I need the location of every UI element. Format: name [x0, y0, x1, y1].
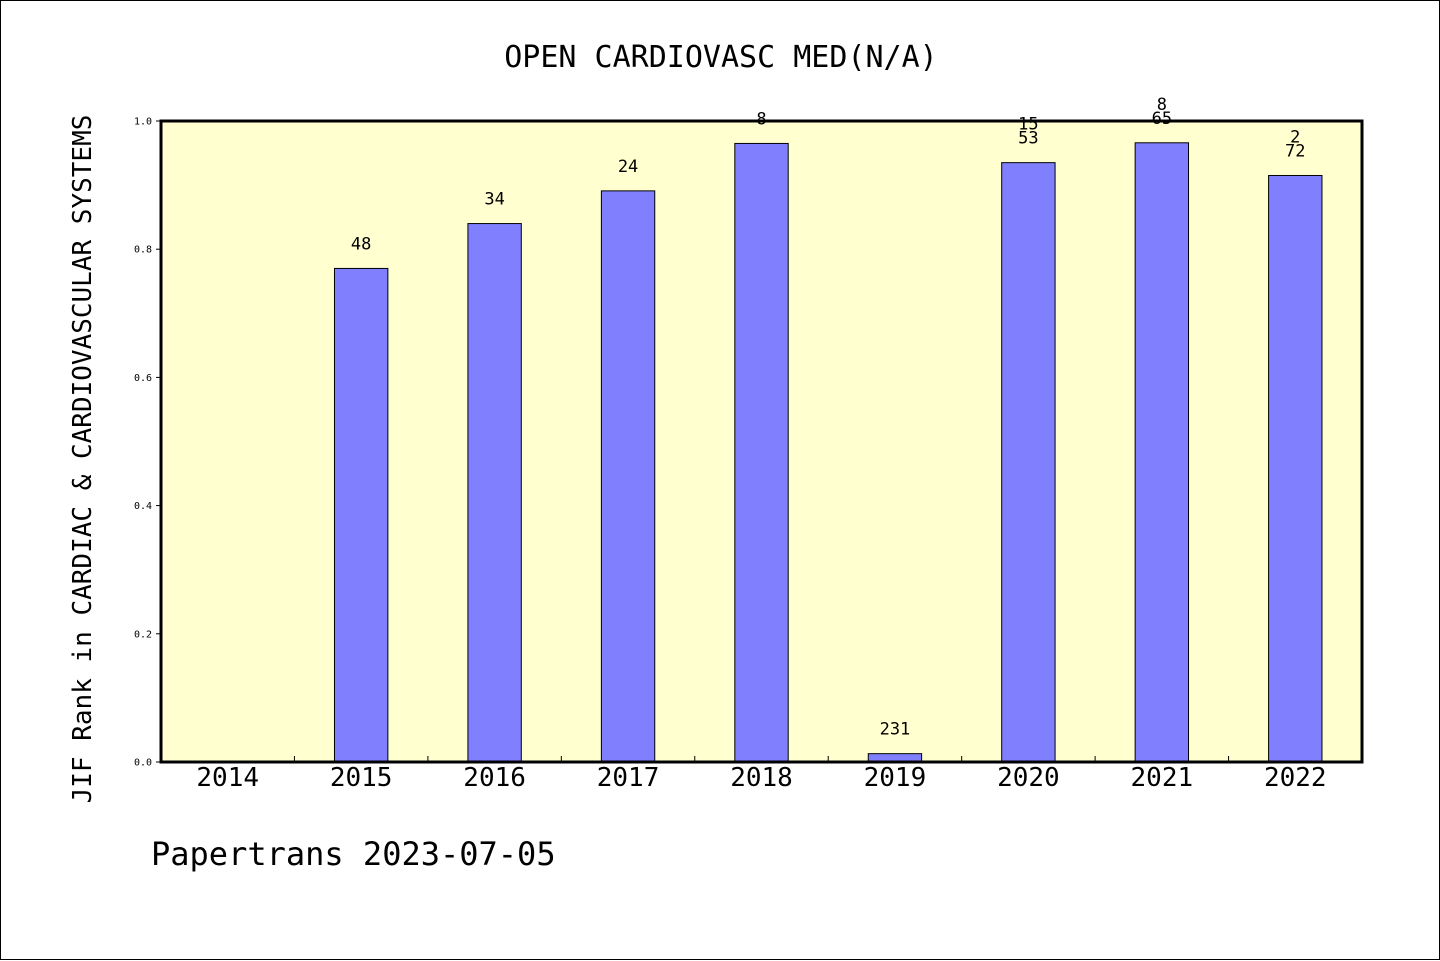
- bar-2021: [1134, 142, 1190, 763]
- y-tick-label: 0.0: [134, 758, 152, 769]
- bar-label-2016: 34: [484, 190, 504, 210]
- x-tick-label-2018: 2018: [730, 763, 793, 793]
- plot-frame: [159, 119, 1364, 764]
- bars-layer: [333, 142, 1323, 763]
- bar-label-2019: 231: [880, 720, 911, 740]
- x-tick-label-2022: 2022: [1264, 763, 1327, 793]
- bar-2015: [333, 267, 389, 763]
- bar-2016: [467, 223, 522, 763]
- x-tick-label-2020: 2020: [997, 763, 1060, 793]
- y-tick-label: 1.0: [134, 117, 152, 128]
- x-tick-label-2016: 2016: [463, 763, 526, 793]
- y-tick-label: 0.4: [134, 501, 152, 512]
- x-tick-label-2015: 2015: [330, 763, 393, 793]
- bar-label-2022-1: 2: [1290, 127, 1300, 147]
- bar-2022: [1268, 174, 1323, 763]
- bar-2017: [600, 190, 656, 763]
- bar-label-2015: 48: [351, 234, 371, 254]
- chart-title: OPEN CARDIOVASC MED(N/A): [504, 40, 937, 75]
- x-tick-label-2017: 2017: [597, 763, 660, 793]
- y-axis: 0.0 0.2 0.4 0.6 0.8 1.0: [134, 117, 161, 769]
- bar-2018: [734, 142, 789, 763]
- x-tick-label-2014: 2014: [196, 763, 259, 793]
- y-tick-label: 0.2: [134, 629, 152, 640]
- bar-label-2017: 24: [618, 157, 638, 177]
- bar-label-2020-2: 53: [1018, 129, 1038, 149]
- footer-watermark: Papertrans 2023-07-05: [151, 835, 556, 873]
- x-tick-label-2021: 2021: [1131, 763, 1194, 793]
- y-axis-label: JIF Rank in CARDIAC & CARDIOVASCULAR SYS…: [68, 115, 98, 804]
- x-tick-label-2019: 2019: [864, 763, 927, 793]
- bar-label-2018: 8: [756, 109, 766, 129]
- bar-label-2022-2: 72: [1285, 141, 1305, 161]
- bar-label-2021-2: 65: [1152, 109, 1172, 129]
- y-tick-label: 0.6: [134, 373, 152, 384]
- bar-label-2021-1: 8: [1157, 95, 1167, 115]
- bar-2020: [1001, 162, 1056, 763]
- y-tick-label: 0.8: [134, 245, 152, 256]
- x-axis: 2014 2015 2016 2017 2018 2019 2020 2021 2022: [196, 756, 1327, 793]
